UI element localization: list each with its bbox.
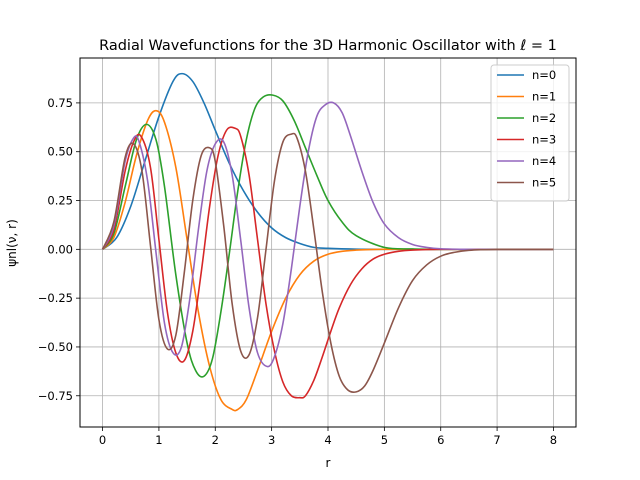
series-lines [101, 72, 554, 412]
y-tick-label: 0.50 [47, 145, 73, 159]
x-axis-ticks: 0 1 2 3 4 5 6 7 8 [99, 427, 557, 447]
series-line-n-3 [101, 126, 554, 399]
legend-label: n=2 [532, 111, 556, 125]
y-tick-label: 0.75 [47, 96, 73, 110]
legend-label: n=4 [532, 154, 556, 168]
series-line-n-2 [101, 94, 554, 378]
x-tick-label: 6 [437, 433, 444, 447]
legend-label: n=5 [532, 176, 556, 190]
x-tick-label: 7 [493, 433, 500, 447]
x-tick-label: 4 [324, 433, 331, 447]
legend-label: n=1 [532, 90, 556, 104]
legend: n=0 n=1 n=2 n=3 n=4 n=5 [490, 64, 570, 202]
legend-box [490, 64, 570, 202]
x-axis-label: r [326, 456, 331, 470]
x-tick-label: 0 [99, 433, 106, 447]
y-axis-label: ψnl(ν, r) [5, 219, 19, 266]
x-tick-label: 2 [212, 433, 219, 447]
series-line-n-4 [101, 101, 554, 368]
y-tick-label: −0.25 [38, 291, 73, 305]
x-tick-label: 8 [550, 433, 557, 447]
series-line-n-1 [101, 109, 554, 412]
legend-label: n=3 [532, 133, 556, 147]
y-tick-label: 0.25 [47, 194, 73, 208]
y-axis-ticks: −0.75 −0.50 −0.25 0.00 0.25 0.50 0.75 [38, 96, 80, 403]
series-line-n-5 [101, 132, 554, 394]
x-tick-label: 5 [381, 433, 388, 447]
legend-label: n=0 [532, 68, 556, 82]
x-tick-label: 1 [155, 433, 162, 447]
y-tick-label: 0.00 [47, 242, 73, 256]
chart-title: Radial Wavefunctions for the 3D Harmonic… [99, 38, 557, 54]
y-tick-label: −0.75 [38, 389, 73, 403]
x-tick-label: 3 [268, 433, 275, 447]
y-tick-label: −0.50 [38, 340, 73, 354]
